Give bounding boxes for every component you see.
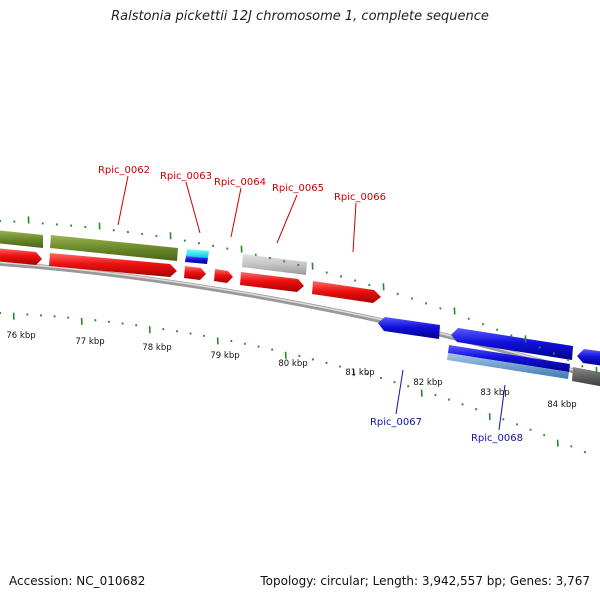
scale-labels: 76 kbp 77 kbp 78 kbp 79 kbp 80 kbp 81 kbp 82 k… (6, 331, 576, 410)
gene-segment-reverse-steel (447, 353, 569, 379)
cds-arrow-forward-5 (240, 272, 304, 292)
backbone-outer (0, 260, 600, 383)
gene-segment-grey (242, 254, 307, 275)
scale-label: 81 kbp (345, 368, 374, 378)
cds-arrow-forward-6 (312, 281, 381, 303)
callout-rpic-0068 (498, 384, 506, 431)
callout-rpic-0066 (352, 202, 357, 253)
gene-label-forward[interactable]: Rpic_0066 (334, 192, 386, 203)
gene-segment-cyan (186, 249, 209, 258)
accession-label: Accession: NC_010682 (9, 574, 146, 588)
gene-label-forward[interactable]: Rpic_0064 (214, 177, 266, 188)
backbone-highlight (0, 261, 600, 380)
map-title: Ralstonia pickettii 12J chromosome 1, co… (111, 9, 489, 24)
callout-rpic-0065 (276, 194, 298, 244)
scale-label: 80 kbp (278, 359, 307, 369)
gene-label-reverse[interactable]: Rpic_0067 (370, 417, 422, 428)
topology-summary: Topology: circular; Length: 3,942,557 bp… (260, 574, 590, 588)
cds-arrow-reverse-3 (577, 349, 600, 366)
inner-tick-row (0, 311, 586, 454)
gene-label-forward[interactable]: Rpic_0065 (272, 183, 324, 194)
scale-label: 82 kbp (413, 378, 442, 388)
callout-rpic-0067 (395, 369, 404, 415)
cds-arrow-forward-3 (184, 266, 206, 280)
cds-arrow-forward-1 (0, 248, 42, 265)
cds-arrow-reverse-1 (378, 317, 440, 339)
forward-callout-lines (117, 175, 357, 253)
callout-rpic-0062 (117, 175, 129, 226)
scale-label: 77 kbp (75, 337, 104, 347)
cds-arrow-reverse-2 (451, 328, 573, 360)
callout-rpic-0064 (230, 187, 242, 238)
scale-label: 83 kbp (480, 388, 509, 398)
scale-label: 76 kbp (6, 331, 35, 341)
cds-arrow-forward-2 (49, 253, 177, 277)
gene-label-forward[interactable]: Rpic_0063 (160, 171, 212, 182)
scale-label: 78 kbp (142, 343, 171, 353)
scale-label: 79 kbp (210, 351, 239, 361)
cds-arrow-forward-4 (214, 269, 233, 283)
gene-segment-reverse-dark (572, 367, 600, 387)
scale-label: 84 kbp (547, 400, 576, 410)
gene-label-reverse[interactable]: Rpic_0068 (471, 433, 523, 444)
gene-label-forward[interactable]: Rpic_0062 (98, 165, 150, 176)
callout-rpic-0063 (185, 181, 201, 234)
gene-segment-reverse-blue (448, 345, 570, 372)
gene-segment-darkblue (185, 256, 208, 264)
outer-tick-row (0, 216, 598, 374)
reverse-callout-lines (395, 369, 506, 431)
gene-segment-olive-left (0, 230, 43, 248)
gene-segment-olive-main (50, 235, 178, 261)
